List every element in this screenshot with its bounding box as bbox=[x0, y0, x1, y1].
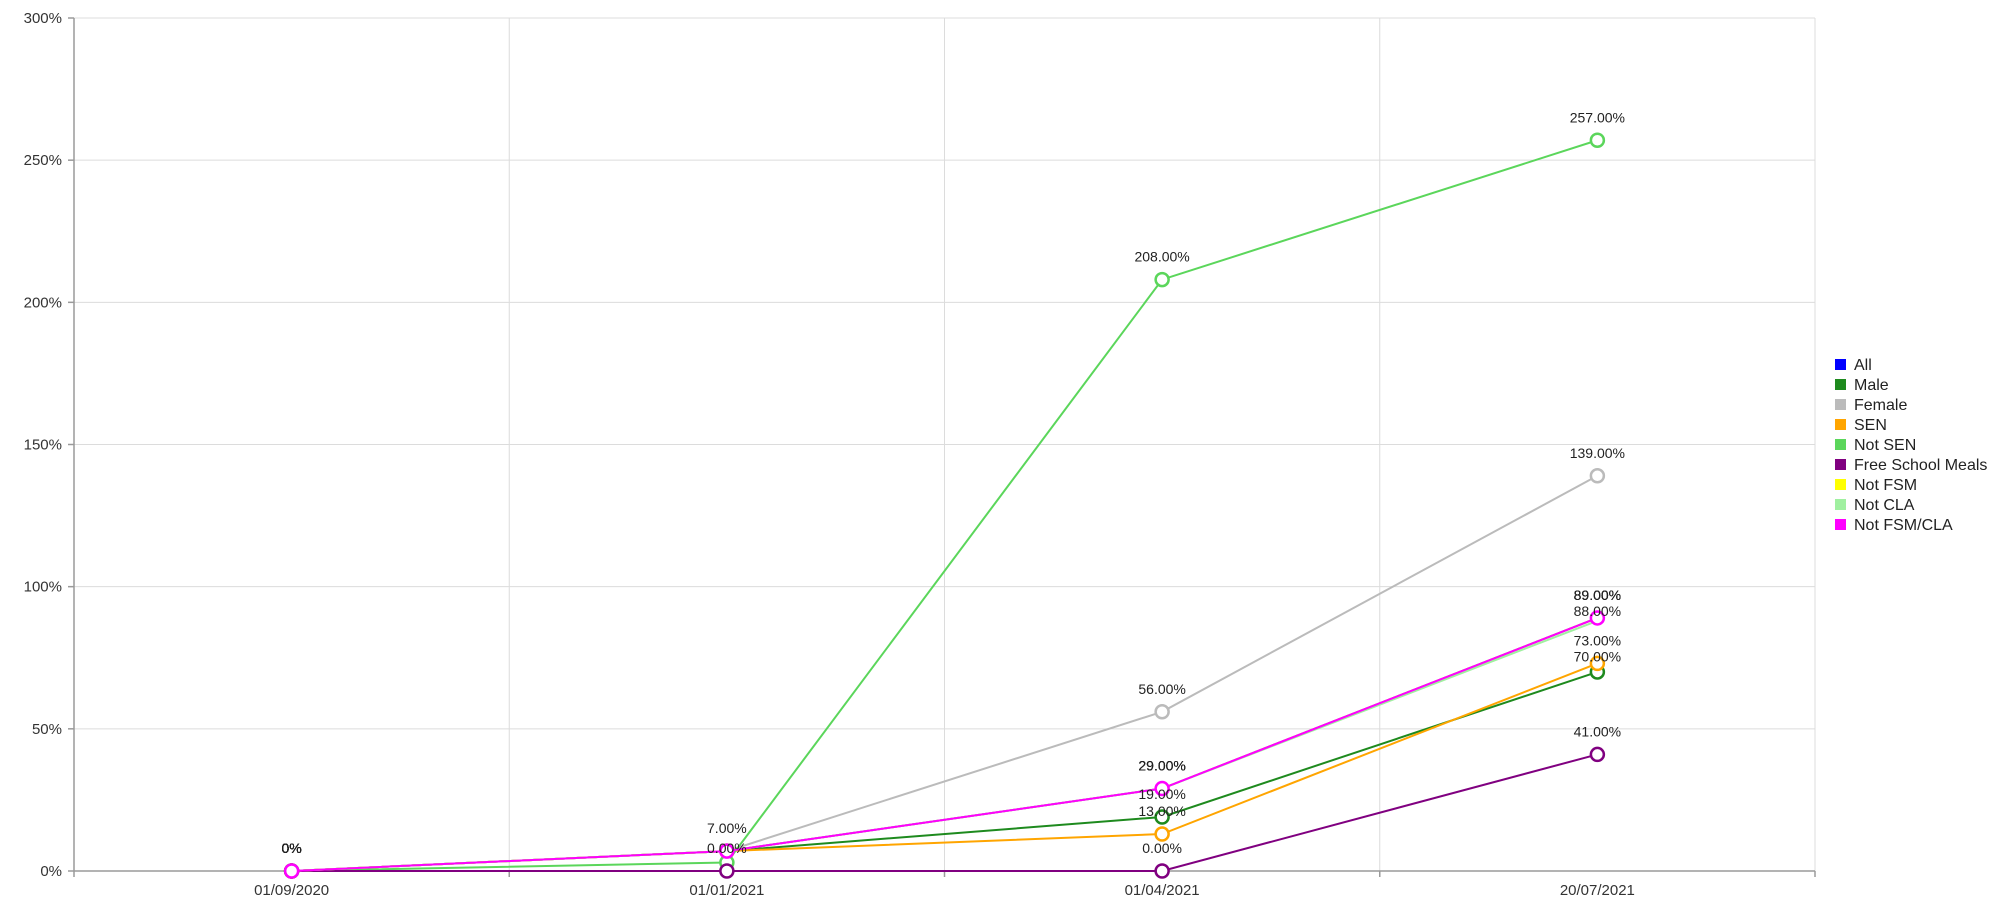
data-label-not-fsm-cla: 29.00% bbox=[1138, 758, 1185, 774]
data-label-female: 139.00% bbox=[1570, 445, 1625, 461]
data-label-male: 19.00% bbox=[1138, 786, 1185, 802]
x-tick-label: 01/04/2021 bbox=[1125, 882, 1200, 899]
data-label-not-fsm: 89.00% bbox=[1574, 587, 1621, 603]
data-label-free-school-meals: 0.00% bbox=[1142, 840, 1182, 856]
data-label-not-fsm-cla: 0% bbox=[282, 840, 302, 856]
legend: All Male Female SEN Not SEN Free School Meals… bbox=[1835, 357, 1987, 534]
data-label-all: 89.00% bbox=[1574, 587, 1621, 603]
legend-swatch-not-cla bbox=[1835, 499, 1846, 510]
legend-label-male: Male bbox=[1854, 377, 1889, 394]
legend-swatch-not-fsm bbox=[1835, 479, 1846, 490]
data-label-free-school-meals: 41.00% bbox=[1574, 723, 1621, 739]
legend-swatch-free-school-meals bbox=[1835, 459, 1846, 470]
series-layer bbox=[283, 132, 1606, 879]
data-label-not-sen: 257.00% bbox=[1570, 109, 1625, 125]
legend-swatch-not-fsm-cla bbox=[1835, 519, 1846, 530]
data-label-all: 0% bbox=[282, 840, 302, 856]
data-point-not-fsm-cla bbox=[719, 843, 735, 859]
grid-layer bbox=[74, 17, 1816, 871]
data-label-all: 29.00% bbox=[1138, 758, 1185, 774]
data-label-male: 0% bbox=[282, 840, 302, 856]
data-label-not-cla: 0% bbox=[282, 840, 302, 856]
data-point-not-fsm-cla bbox=[1589, 610, 1606, 626]
data-point-not-fsm-cla bbox=[283, 863, 300, 879]
data-point-free-school-meals bbox=[719, 863, 735, 879]
data-label-free-school-meals: 0.00% bbox=[707, 840, 747, 856]
series-line-not-sen bbox=[291, 139, 1598, 872]
data-label-female: 0% bbox=[282, 840, 302, 856]
data-point-free-school-meals bbox=[1589, 746, 1606, 763]
legend-swatch-female bbox=[1835, 399, 1846, 410]
legend-label-not-fsm: Not FSM bbox=[1854, 477, 1917, 494]
data-label-not-fsm: 0% bbox=[282, 840, 302, 856]
data-label-not-fsm: 29.00% bbox=[1138, 758, 1185, 774]
data-label-not-fsm-cla: 89.00% bbox=[1574, 587, 1621, 603]
data-point-not-sen bbox=[1589, 132, 1606, 149]
data-label-free-school-meals: 0% bbox=[282, 840, 302, 856]
data-label-not-sen: 208.00% bbox=[1134, 249, 1189, 265]
data-point-female bbox=[1589, 468, 1606, 484]
data-point-not-fsm-cla bbox=[1154, 780, 1170, 797]
x-tick-label: 01/09/2020 bbox=[254, 882, 329, 899]
y-tick-label: 200% bbox=[24, 294, 62, 311]
data-point-free-school-meals bbox=[1154, 863, 1170, 879]
data-label-not-cla: 88.00% bbox=[1574, 603, 1621, 619]
data-point-not-sen bbox=[1154, 271, 1170, 288]
legend-label-female: Female bbox=[1854, 397, 1907, 414]
y-tick-label: 300% bbox=[24, 10, 62, 27]
legend-swatch-all bbox=[1835, 359, 1846, 370]
legend-label-not-fsm-cla: Not FSM/CLA bbox=[1854, 517, 1953, 534]
data-label-female: 56.00% bbox=[1138, 681, 1185, 697]
legend-swatch-not-sen bbox=[1835, 439, 1846, 450]
data-point-male bbox=[1154, 809, 1170, 825]
x-tick-label: 01/01/2021 bbox=[689, 882, 764, 899]
x-tick-label: 20/07/2021 bbox=[1560, 882, 1635, 899]
data-label-all: 7.00% bbox=[707, 820, 747, 836]
data-label-layer: 0%7.00%29.00%89.00%0%19.00%70.00%0%56.00… bbox=[282, 109, 1626, 856]
legend-label-free-school-meals: Free School Meals bbox=[1854, 457, 1987, 474]
legend-label-not-cla: Not CLA bbox=[1854, 497, 1915, 514]
data-label-male: 70.00% bbox=[1574, 648, 1621, 664]
y-tick-label: 0% bbox=[40, 863, 62, 880]
series-line-not-fsm-cla bbox=[291, 617, 1598, 872]
axis-layer: 0% 50% 100% 150% 200% 250% 300% 01/09/2020 01/01… bbox=[24, 10, 1816, 899]
y-tick-label: 100% bbox=[24, 579, 62, 596]
data-label-sen: 73.00% bbox=[1574, 632, 1621, 648]
legend-swatch-male bbox=[1835, 379, 1846, 390]
legend-swatch-sen bbox=[1835, 419, 1846, 430]
series-line-free-school-meals bbox=[291, 753, 1598, 872]
legend-label-sen: SEN bbox=[1854, 417, 1887, 434]
data-label-not-sen: 0% bbox=[282, 840, 302, 856]
data-point-female bbox=[1154, 704, 1170, 720]
legend-label-all: All bbox=[1854, 357, 1872, 374]
data-label-sen: 0% bbox=[282, 840, 302, 856]
legend-label-not-sen: Not SEN bbox=[1854, 437, 1916, 454]
y-tick-label: 150% bbox=[24, 437, 62, 454]
y-tick-label: 250% bbox=[24, 152, 62, 169]
data-label-sen: 13.00% bbox=[1138, 803, 1185, 819]
data-point-sen bbox=[1154, 826, 1170, 842]
data-point-sen bbox=[1589, 655, 1606, 672]
y-tick-label: 50% bbox=[32, 721, 62, 738]
